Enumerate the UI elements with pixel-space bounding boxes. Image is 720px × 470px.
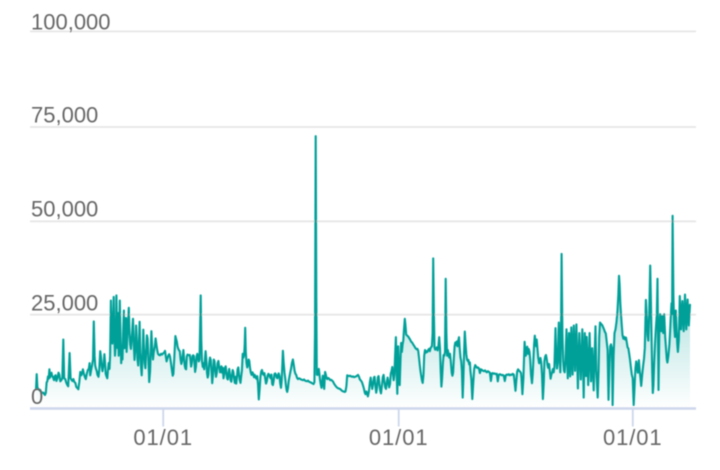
svg-text:50,000: 50,000 [31,197,98,222]
svg-text:01/01: 01/01 [369,425,429,450]
svg-text:01/01: 01/01 [133,425,193,450]
svg-text:75,000: 75,000 [31,102,98,127]
svg-text:01/01: 01/01 [603,425,663,450]
svg-text:100,000: 100,000 [31,10,111,35]
svg-text:0: 0 [31,384,43,409]
svg-text:25,000: 25,000 [31,291,98,316]
